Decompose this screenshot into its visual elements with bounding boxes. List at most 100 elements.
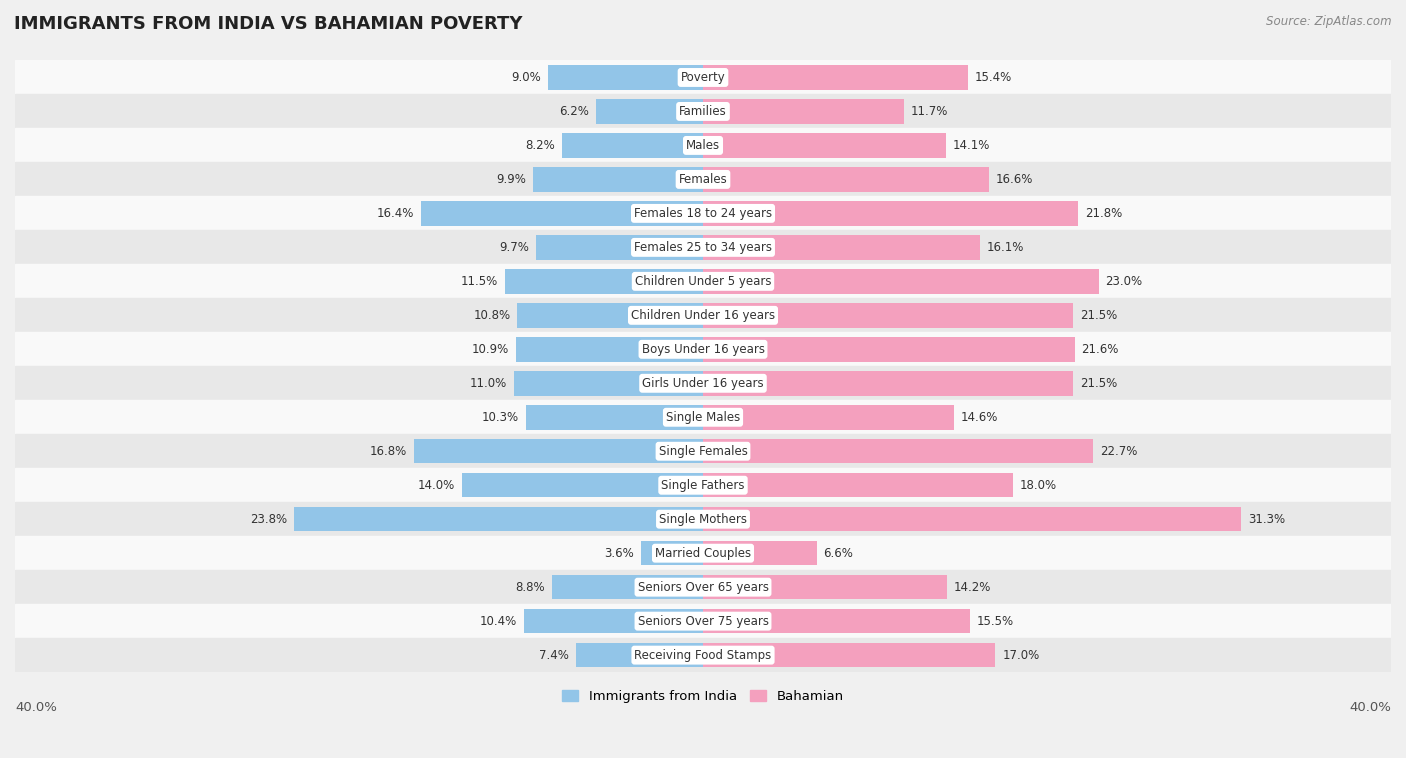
Bar xyxy=(294,507,703,531)
Text: 3.6%: 3.6% xyxy=(605,547,634,559)
Bar xyxy=(703,99,904,124)
Text: 21.5%: 21.5% xyxy=(1080,309,1116,322)
Bar xyxy=(596,99,703,124)
Bar xyxy=(15,570,1391,604)
Text: Families: Families xyxy=(679,105,727,118)
Bar xyxy=(15,265,1391,299)
Text: 6.2%: 6.2% xyxy=(560,105,589,118)
Bar xyxy=(513,371,703,396)
Text: Single Fathers: Single Fathers xyxy=(661,479,745,492)
Text: 21.8%: 21.8% xyxy=(1085,207,1122,220)
Text: 16.8%: 16.8% xyxy=(370,445,408,458)
Legend: Immigrants from India, Bahamian: Immigrants from India, Bahamian xyxy=(557,684,849,708)
Text: Females: Females xyxy=(679,173,727,186)
Text: Single Males: Single Males xyxy=(666,411,740,424)
Text: 10.9%: 10.9% xyxy=(471,343,509,356)
Text: 16.1%: 16.1% xyxy=(987,241,1024,254)
Text: 11.0%: 11.0% xyxy=(470,377,508,390)
Text: IMMIGRANTS FROM INDIA VS BAHAMIAN POVERTY: IMMIGRANTS FROM INDIA VS BAHAMIAN POVERT… xyxy=(14,15,523,33)
Text: 10.3%: 10.3% xyxy=(482,411,519,424)
Bar xyxy=(15,400,1391,434)
Bar xyxy=(703,473,1012,497)
Text: Married Couples: Married Couples xyxy=(655,547,751,559)
Bar xyxy=(533,168,703,192)
Bar xyxy=(15,196,1391,230)
Text: 31.3%: 31.3% xyxy=(1249,512,1285,526)
Text: 21.6%: 21.6% xyxy=(1081,343,1119,356)
Text: Poverty: Poverty xyxy=(681,71,725,84)
Bar xyxy=(641,541,703,565)
Text: 14.2%: 14.2% xyxy=(955,581,991,594)
Text: Single Mothers: Single Mothers xyxy=(659,512,747,526)
Bar xyxy=(15,366,1391,400)
Bar xyxy=(703,541,817,565)
Text: 8.2%: 8.2% xyxy=(526,139,555,152)
Bar xyxy=(703,439,1094,463)
Bar xyxy=(703,168,988,192)
Text: 14.6%: 14.6% xyxy=(960,411,998,424)
Bar xyxy=(703,575,948,600)
Bar xyxy=(703,405,955,430)
Text: Source: ZipAtlas.com: Source: ZipAtlas.com xyxy=(1267,15,1392,28)
Text: 11.7%: 11.7% xyxy=(911,105,949,118)
Text: Boys Under 16 years: Boys Under 16 years xyxy=(641,343,765,356)
Bar xyxy=(703,609,970,634)
Text: Receiving Food Stamps: Receiving Food Stamps xyxy=(634,649,772,662)
Bar xyxy=(548,65,703,89)
Bar xyxy=(15,638,1391,672)
Bar xyxy=(413,439,703,463)
Bar xyxy=(15,230,1391,265)
Bar xyxy=(703,643,995,667)
Text: 23.0%: 23.0% xyxy=(1105,275,1143,288)
Bar xyxy=(15,299,1391,332)
Bar xyxy=(15,503,1391,536)
Text: Seniors Over 75 years: Seniors Over 75 years xyxy=(637,615,769,628)
Bar xyxy=(420,201,703,226)
Text: 16.4%: 16.4% xyxy=(377,207,413,220)
Bar xyxy=(703,371,1073,396)
Text: Seniors Over 65 years: Seniors Over 65 years xyxy=(637,581,769,594)
Text: 40.0%: 40.0% xyxy=(15,701,56,714)
Bar xyxy=(703,133,945,158)
Bar xyxy=(703,235,980,259)
Text: Males: Males xyxy=(686,139,720,152)
Bar xyxy=(15,95,1391,128)
Text: Single Females: Single Females xyxy=(658,445,748,458)
Bar xyxy=(15,434,1391,468)
Bar xyxy=(703,65,967,89)
Bar xyxy=(562,133,703,158)
Text: 22.7%: 22.7% xyxy=(1101,445,1137,458)
Text: 10.8%: 10.8% xyxy=(474,309,510,322)
Bar xyxy=(703,269,1098,293)
Text: 21.5%: 21.5% xyxy=(1080,377,1116,390)
Text: 16.6%: 16.6% xyxy=(995,173,1033,186)
Bar xyxy=(15,604,1391,638)
Text: 40.0%: 40.0% xyxy=(1350,701,1391,714)
Bar xyxy=(15,332,1391,366)
Bar xyxy=(15,61,1391,95)
Bar xyxy=(505,269,703,293)
Text: 18.0%: 18.0% xyxy=(1019,479,1056,492)
Text: 15.5%: 15.5% xyxy=(977,615,1014,628)
Bar xyxy=(463,473,703,497)
Text: 10.4%: 10.4% xyxy=(479,615,517,628)
Bar xyxy=(703,303,1073,327)
Bar xyxy=(575,643,703,667)
Bar xyxy=(517,303,703,327)
Bar xyxy=(524,609,703,634)
Bar xyxy=(15,162,1391,196)
Text: 8.8%: 8.8% xyxy=(515,581,544,594)
Text: 9.7%: 9.7% xyxy=(499,241,529,254)
Bar xyxy=(551,575,703,600)
Text: Girls Under 16 years: Girls Under 16 years xyxy=(643,377,763,390)
Text: 15.4%: 15.4% xyxy=(974,71,1012,84)
Text: 6.6%: 6.6% xyxy=(824,547,853,559)
Text: Females 18 to 24 years: Females 18 to 24 years xyxy=(634,207,772,220)
Text: 14.0%: 14.0% xyxy=(418,479,456,492)
Bar xyxy=(536,235,703,259)
Bar xyxy=(703,337,1074,362)
Bar xyxy=(703,201,1078,226)
Bar xyxy=(526,405,703,430)
Text: 7.4%: 7.4% xyxy=(538,649,569,662)
Text: 9.9%: 9.9% xyxy=(496,173,526,186)
